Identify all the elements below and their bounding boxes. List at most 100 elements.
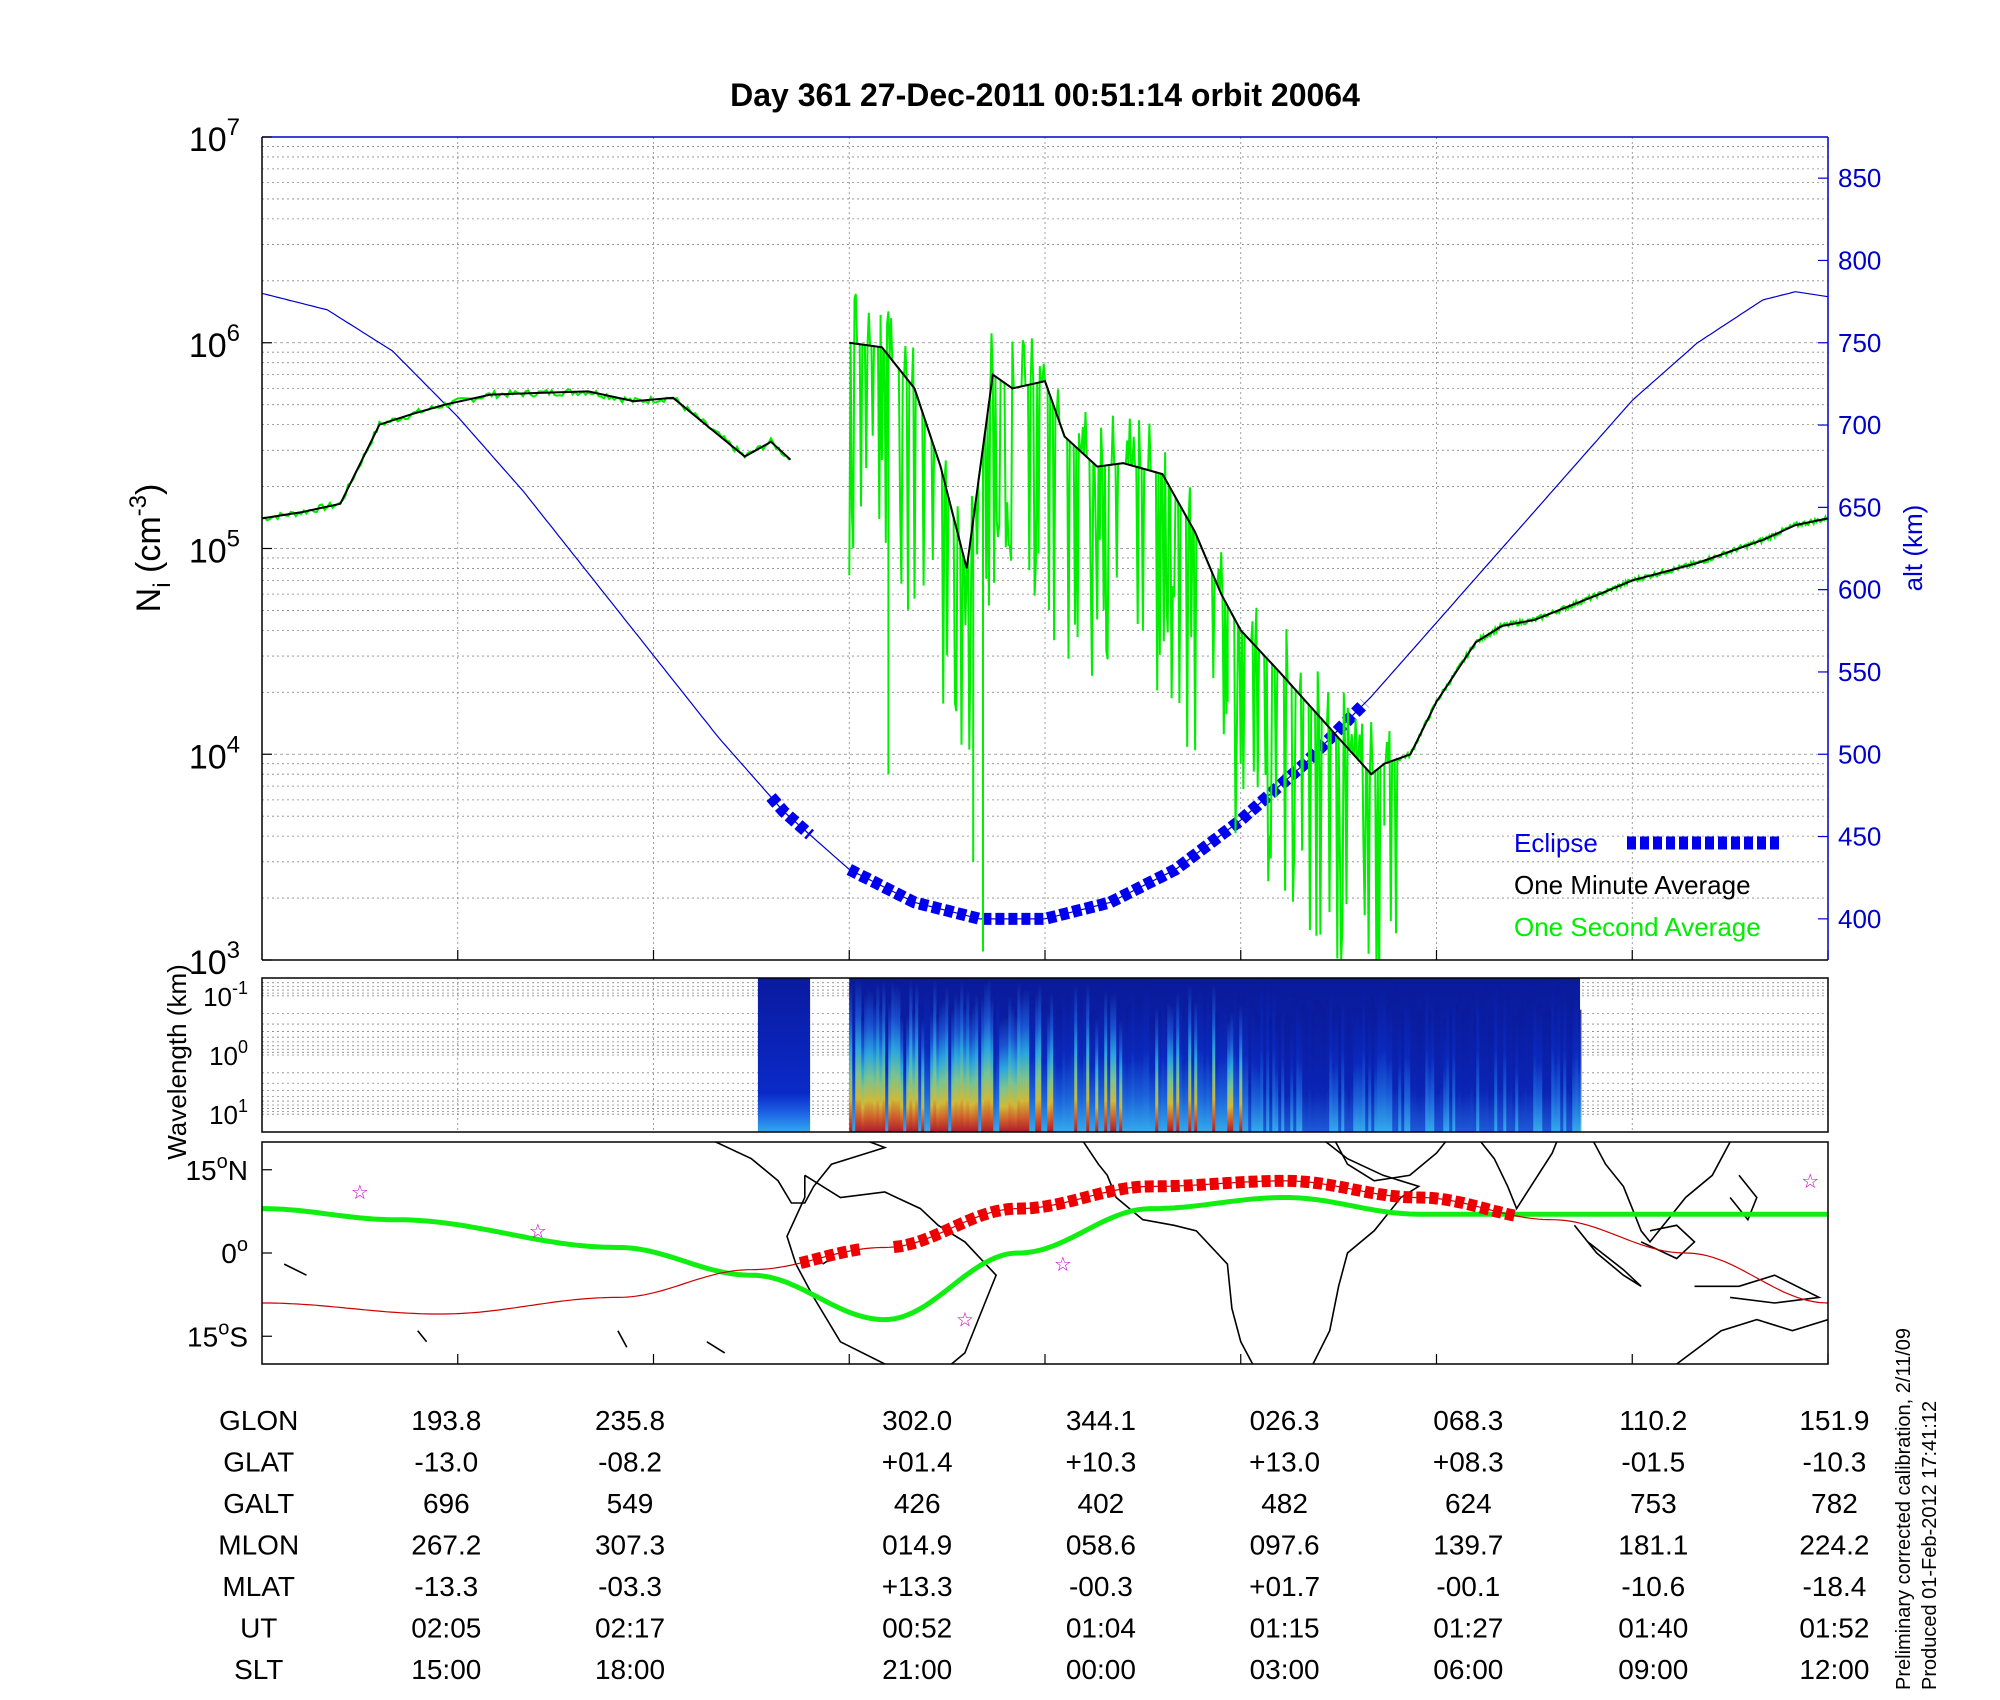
spectrogram-column — [1530, 989, 1534, 1132]
spectrogram-column — [966, 988, 970, 1132]
spectrogram-column — [1362, 982, 1366, 1132]
spectrogram-column — [1389, 997, 1393, 1132]
spectrogram-column — [1191, 1001, 1195, 1132]
coastline — [1729, 1174, 1758, 1222]
wavelength-y-ticks: 10-1 100 101 — [203, 978, 248, 1130]
spectrogram-column — [1338, 1009, 1342, 1132]
spectrogram-column — [1446, 994, 1450, 1132]
table-cell: -13.0 — [414, 1447, 478, 1478]
spectrogram-column — [1545, 1003, 1549, 1132]
spectrogram-column — [1395, 986, 1399, 1132]
spectrogram-column — [1272, 979, 1276, 1132]
table-cell: +08.3 — [1433, 1447, 1504, 1478]
spectrogram-column — [1197, 980, 1201, 1132]
spectrogram-column — [1251, 1003, 1255, 1132]
spectrogram-column — [1203, 1002, 1207, 1132]
spectrogram-column — [1521, 998, 1525, 1132]
spectrogram-column — [1038, 982, 1042, 1132]
produced-note: Produced 01-Feb-2012 17:41:12 — [1919, 1401, 1941, 1690]
y2-tick-label: 700 — [1838, 410, 1881, 440]
spectrogram-column — [1023, 988, 1027, 1132]
spectrogram-column — [1416, 1009, 1420, 1132]
table-cell: 110.2 — [1619, 1405, 1687, 1436]
spectrogram-column — [1407, 997, 1411, 1132]
spectrogram-column — [1128, 1001, 1132, 1132]
spectrogram-column — [1347, 1010, 1351, 1132]
coastline — [1694, 1274, 1822, 1304]
spectrogram-column — [1287, 1011, 1291, 1132]
spectrogram-column — [1473, 1012, 1477, 1132]
table-row-label: UT — [240, 1613, 277, 1644]
y2-tick-label: 600 — [1838, 575, 1881, 605]
spectrogram-column — [1374, 1014, 1378, 1132]
table-cell: 00:00 — [1066, 1654, 1136, 1685]
spectrogram-column — [1014, 1013, 1018, 1132]
spectrogram-column — [1563, 985, 1567, 1132]
spectrogram-column — [1029, 994, 1033, 1132]
spectrogram-column — [1335, 1004, 1339, 1132]
spectrogram-column — [1230, 1010, 1234, 1132]
table-cell: -01.5 — [1621, 1447, 1685, 1478]
spectrogram-column — [984, 982, 988, 1132]
spectrogram-column — [900, 1015, 904, 1132]
eclipse-markers — [766, 699, 1370, 925]
spectrogram-column — [1170, 1003, 1174, 1132]
spectrogram-column — [1509, 982, 1513, 1132]
spectrogram-column — [1140, 997, 1144, 1132]
coastline — [1479, 1142, 1558, 1211]
spectrogram-column — [1239, 1003, 1243, 1132]
spectrogram-column — [1107, 1001, 1111, 1132]
spectrogram-column — [1296, 994, 1300, 1132]
spectrogram-column — [1098, 996, 1102, 1132]
table-cell: 402 — [1078, 1488, 1125, 1519]
spectrogram-column — [1008, 994, 1012, 1132]
legend: Eclipse One Minute Average One Second Av… — [1514, 828, 1782, 942]
spectrogram-column — [1422, 1001, 1426, 1132]
spectrogram-column — [1569, 1003, 1573, 1132]
spectrogram-column — [1281, 997, 1285, 1132]
spectrogram-column — [1011, 1004, 1015, 1132]
y2-tick-label: 650 — [1838, 492, 1881, 522]
spectrogram-column — [939, 1001, 943, 1132]
spectrogram-column — [894, 983, 898, 1132]
spectrogram-column — [1359, 1009, 1363, 1132]
spectrogram-column — [1275, 1016, 1279, 1132]
ylabel-close: ) — [130, 484, 168, 495]
spectrogram-column — [852, 995, 856, 1132]
altitude-axis-label: alt (km) — [1898, 505, 1928, 592]
table-cell: 01:40 — [1618, 1613, 1688, 1644]
spectrogram-column — [1554, 1006, 1558, 1132]
coastline — [1592, 1142, 1731, 1244]
spectrogram-column — [1320, 1004, 1324, 1132]
ylabel-sub: i — [149, 582, 176, 587]
spectrogram-column — [1122, 998, 1126, 1132]
one-minute-average-line-2 — [849, 341, 1828, 776]
lat-tick-label: 0o — [221, 1234, 248, 1269]
wavelength-tick-label: 10-1 — [203, 978, 248, 1012]
spectrogram-column — [1059, 1010, 1063, 1132]
footprint-stars: ☆ ☆ ☆ ☆ ☆ — [351, 1169, 1819, 1332]
spectrogram-column — [948, 1006, 952, 1132]
spectrogram-column — [918, 1004, 922, 1132]
spectrogram-column — [1080, 1000, 1084, 1132]
spectrogram-column — [1194, 999, 1198, 1132]
map-eclipse-segment — [893, 1174, 1518, 1253]
star-marker: ☆ — [529, 1219, 547, 1243]
spectrogram-column — [870, 989, 874, 1132]
spectrogram-column — [1137, 999, 1141, 1132]
spectrogram-column — [1341, 985, 1345, 1132]
eclipse-segment — [846, 699, 1370, 925]
table-row-label: MLON — [218, 1530, 299, 1561]
star-marker: ☆ — [1801, 1169, 1819, 1193]
spectrogram-column — [1443, 1017, 1447, 1132]
spectrogram-column — [1512, 1015, 1516, 1132]
spectrogram-column — [1176, 991, 1180, 1132]
spectrogram-column — [1476, 982, 1480, 1132]
spectrogram-column — [1506, 993, 1510, 1132]
spectrogram-column — [1110, 993, 1114, 1132]
table-cell: -18.4 — [1802, 1571, 1866, 1602]
table-cell: 302.0 — [882, 1405, 952, 1436]
wavelength-tick-label: 100 — [209, 1037, 248, 1071]
table-cell: 026.3 — [1250, 1405, 1320, 1436]
spectrogram-column — [1353, 1008, 1357, 1132]
